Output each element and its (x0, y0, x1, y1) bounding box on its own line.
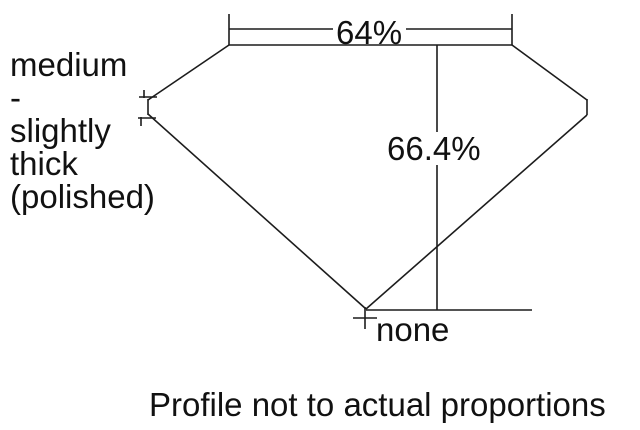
crown-right-line (511, 44, 588, 101)
crown-left-line (147, 44, 230, 101)
culet-size-label: none (376, 311, 450, 348)
girdle-description-label: medium - slightly thick (polished) (10, 48, 155, 213)
caption-text: Profile not to actual proportions (149, 386, 606, 423)
girdle-description-line: thick (10, 145, 78, 182)
table-percentage-label: 64% (336, 14, 403, 51)
girdle-description-line: - (10, 79, 21, 116)
depth-percentage-label: 66.4% (384, 132, 484, 165)
pavilion-right-line (365, 114, 588, 310)
pavilion-left-line (147, 113, 367, 310)
girdle-description-line: medium (10, 46, 128, 83)
girdle-description-line: slightly (10, 112, 111, 149)
girdle-description-line: (polished) (10, 178, 155, 215)
